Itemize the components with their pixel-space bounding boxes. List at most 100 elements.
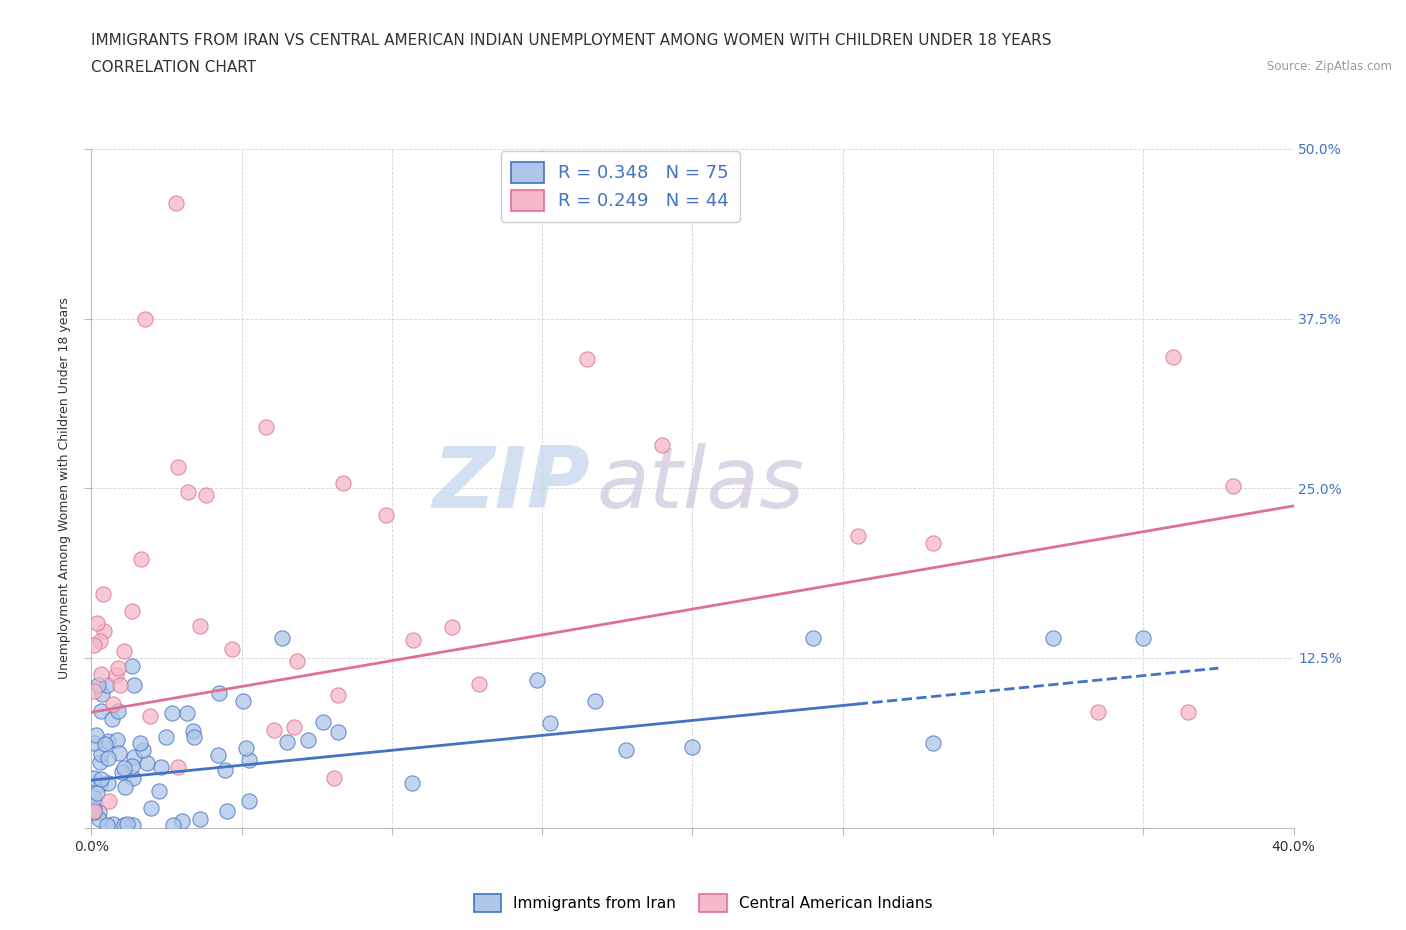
Point xyxy=(162,817,184,832)
Point xyxy=(91,587,114,602)
Point xyxy=(468,676,491,691)
Point xyxy=(122,678,145,693)
Point xyxy=(167,760,190,775)
Point xyxy=(312,715,335,730)
Point xyxy=(183,730,205,745)
Point xyxy=(89,704,111,719)
Point xyxy=(576,352,599,366)
Point xyxy=(238,793,260,808)
Point xyxy=(83,804,105,819)
Point xyxy=(131,551,153,566)
Point xyxy=(526,672,548,687)
Point xyxy=(538,716,561,731)
Y-axis label: Unemployment Among Women with Children Under 18 years: Unemployment Among Women with Children U… xyxy=(58,298,72,679)
Point xyxy=(217,804,239,818)
Point xyxy=(194,487,217,502)
Point xyxy=(332,475,354,490)
Point xyxy=(107,660,129,675)
Point xyxy=(177,485,200,499)
Point xyxy=(86,785,108,800)
Point xyxy=(374,508,396,523)
Point xyxy=(139,801,162,816)
Point xyxy=(297,732,319,747)
Point xyxy=(583,694,606,709)
Point xyxy=(86,616,108,631)
Point xyxy=(188,811,211,826)
Point xyxy=(208,685,231,700)
Point xyxy=(97,734,120,749)
Point xyxy=(232,694,254,709)
Point xyxy=(846,528,869,543)
Point xyxy=(112,817,135,832)
Point xyxy=(651,437,673,452)
Point xyxy=(188,618,211,633)
Point xyxy=(94,737,117,751)
Point xyxy=(139,709,162,724)
Point xyxy=(97,776,120,790)
Legend: Immigrants from Iran, Central American Indians: Immigrants from Iran, Central American I… xyxy=(468,888,938,918)
Point xyxy=(283,720,305,735)
Point xyxy=(83,771,105,786)
Point xyxy=(1042,631,1064,645)
Point xyxy=(149,760,172,775)
Point xyxy=(132,742,155,757)
Point xyxy=(90,747,112,762)
Point xyxy=(101,697,124,711)
Point xyxy=(83,735,105,750)
Point xyxy=(170,813,193,828)
Text: Source: ZipAtlas.com: Source: ZipAtlas.com xyxy=(1267,60,1392,73)
Point xyxy=(90,772,112,787)
Point xyxy=(84,727,107,742)
Point xyxy=(402,632,425,647)
Point xyxy=(160,706,183,721)
Point xyxy=(134,312,156,326)
Point xyxy=(401,776,423,790)
Point xyxy=(614,742,637,757)
Point xyxy=(1132,631,1154,645)
Point xyxy=(83,804,105,818)
Text: CORRELATION CHART: CORRELATION CHART xyxy=(91,60,256,75)
Point xyxy=(326,687,349,702)
Point xyxy=(121,658,143,673)
Point xyxy=(922,736,945,751)
Point xyxy=(83,684,105,698)
Point xyxy=(1222,479,1244,494)
Point xyxy=(108,746,131,761)
Point xyxy=(121,759,143,774)
Legend: R = 0.348   N = 75, R = 0.249   N = 44: R = 0.348 N = 75, R = 0.249 N = 44 xyxy=(501,151,740,221)
Point xyxy=(681,739,703,754)
Point xyxy=(105,733,128,748)
Point xyxy=(96,678,118,693)
Point xyxy=(155,729,177,744)
Text: IMMIGRANTS FROM IRAN VS CENTRAL AMERICAN INDIAN UNEMPLOYMENT AMONG WOMEN WITH CH: IMMIGRANTS FROM IRAN VS CENTRAL AMERICAN… xyxy=(91,33,1052,47)
Point xyxy=(148,784,170,799)
Point xyxy=(93,624,115,639)
Point xyxy=(114,760,136,775)
Point xyxy=(254,419,277,434)
Point xyxy=(114,644,136,658)
Point xyxy=(221,642,243,657)
Point xyxy=(238,753,260,768)
Point xyxy=(285,653,308,668)
Point xyxy=(96,817,118,832)
Point xyxy=(83,802,105,817)
Point xyxy=(111,764,134,779)
Point xyxy=(115,817,138,831)
Point xyxy=(91,687,114,702)
Point xyxy=(105,668,128,683)
Point xyxy=(440,620,463,635)
Point xyxy=(121,817,143,832)
Point xyxy=(167,459,190,474)
Text: ZIP: ZIP xyxy=(433,444,591,526)
Text: atlas: atlas xyxy=(596,444,804,526)
Point xyxy=(263,722,285,737)
Point xyxy=(1087,705,1109,720)
Point xyxy=(801,631,824,645)
Point xyxy=(97,793,120,808)
Point xyxy=(122,750,145,764)
Point xyxy=(207,748,229,763)
Point xyxy=(176,705,198,720)
Point xyxy=(87,677,110,692)
Point xyxy=(328,725,350,740)
Point xyxy=(87,805,110,820)
